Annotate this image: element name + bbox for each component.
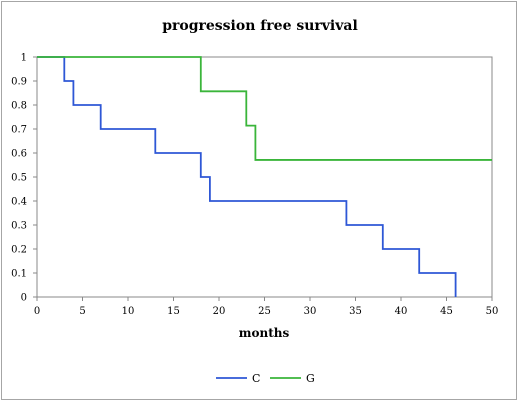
x-axis-label: months <box>239 326 290 340</box>
x-tick-label: 25 <box>258 306 271 317</box>
x-tick-label: 20 <box>213 306 226 317</box>
x-axis-ticks: 0 5 10 15 20 25 30 35 40 45 50 <box>34 297 499 317</box>
y-axis-ticks: 0 0.1 0.2 0.3 0.4 0.5 0.6 0.7 0.8 0.9 1 <box>11 53 37 304</box>
y-tick-label: 0.2 <box>11 245 27 256</box>
x-tick-label: 10 <box>122 306 135 317</box>
y-tick-label: 0.7 <box>11 125 27 136</box>
legend-label-g: G <box>306 372 315 385</box>
x-tick-label: 50 <box>486 306 499 317</box>
x-tick-label: 15 <box>167 306 180 317</box>
y-tick-label: 1 <box>21 53 27 64</box>
plot-area <box>36 56 493 298</box>
x-tick-label: 0 <box>34 306 40 317</box>
x-tick-label: 45 <box>440 306 453 317</box>
series-line-c <box>37 56 457 297</box>
x-tick-label: 35 <box>349 306 362 317</box>
y-tick-label: 0.4 <box>11 197 27 208</box>
series-layer <box>37 56 492 297</box>
chart-title: progression free survival <box>162 18 358 34</box>
x-tick-label: 40 <box>395 306 408 317</box>
y-tick-label: 0.5 <box>11 173 27 184</box>
y-tick-label: 0.3 <box>11 221 27 232</box>
plot-border <box>36 56 493 298</box>
series-line-g <box>37 56 492 161</box>
x-tick-label: 30 <box>304 306 317 317</box>
y-tick-label: 0.8 <box>11 101 27 112</box>
y-tick-label: 0 <box>21 293 27 304</box>
legend-label-c: C <box>252 372 260 385</box>
y-tick-label: 0.1 <box>11 269 27 280</box>
y-tick-label: 0.6 <box>11 149 27 160</box>
y-tick-label: 0.9 <box>11 77 27 88</box>
x-tick-label: 5 <box>79 306 85 317</box>
